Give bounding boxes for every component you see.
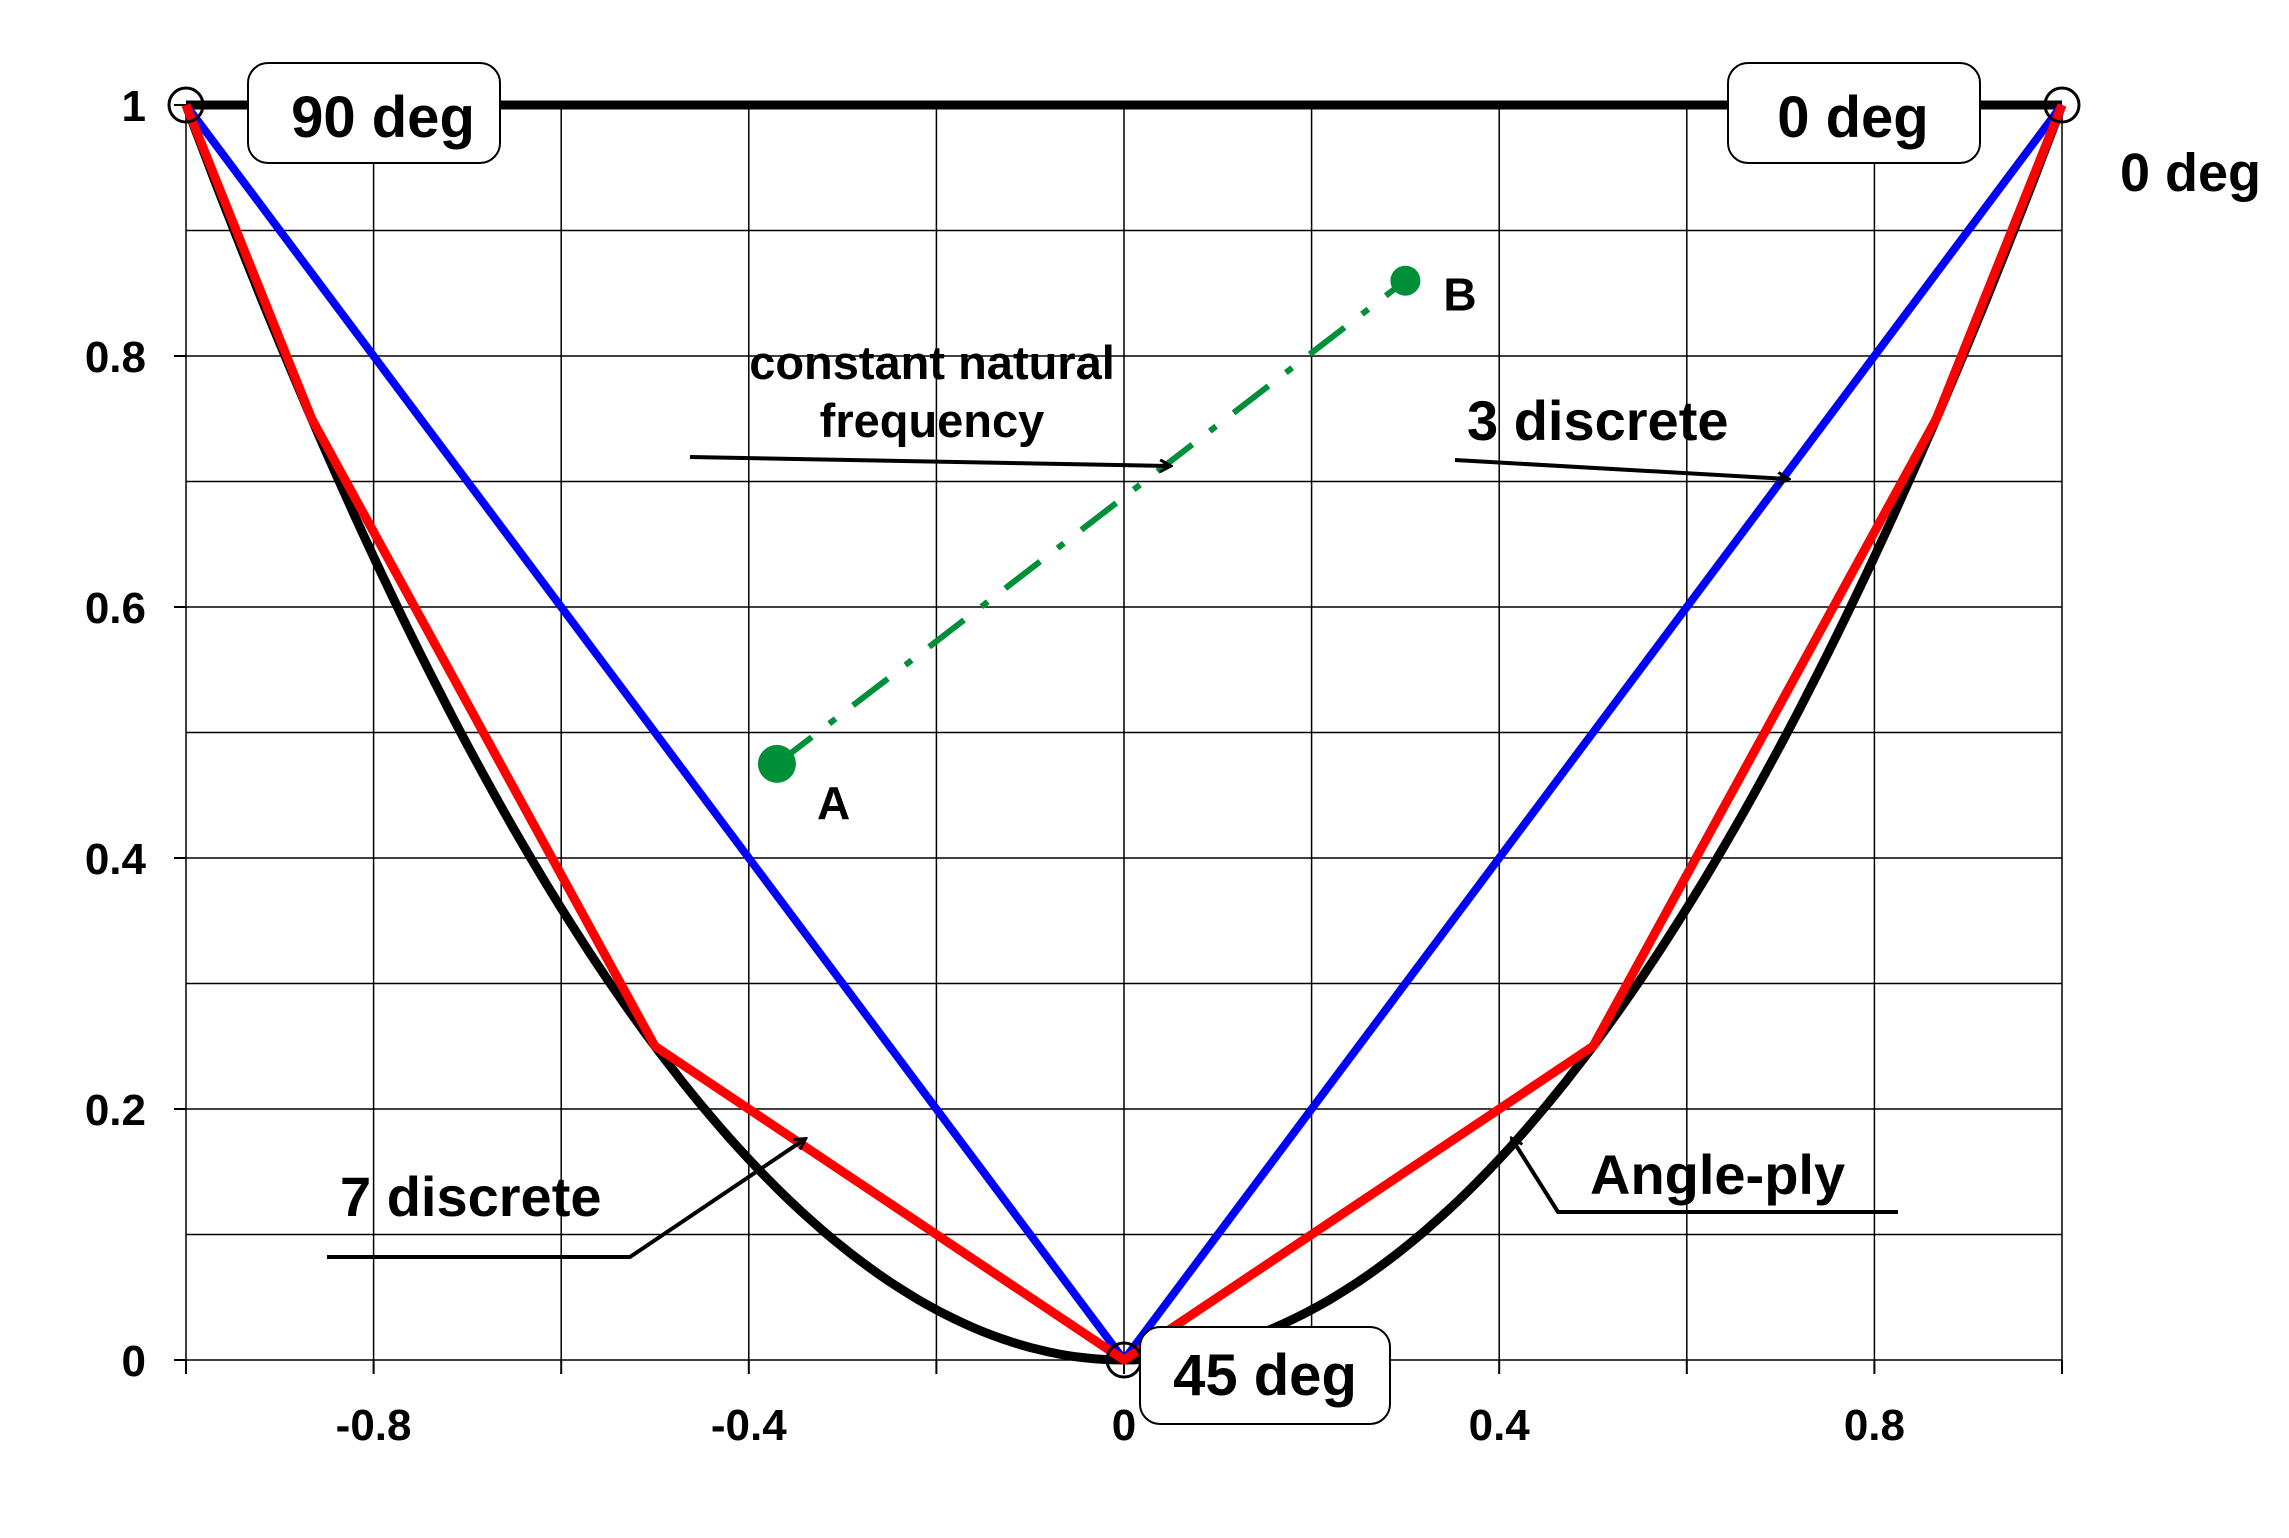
- series-7-discrete: [181, 103, 2067, 1365]
- series-constant-natural-frequency: [775, 278, 1408, 767]
- y-tick-label: 0: [122, 1337, 146, 1386]
- y-tick-label: 0.4: [85, 835, 147, 884]
- cnf-arrow: [689, 455, 1170, 466]
- x-tick-label: -0.8: [336, 1401, 412, 1450]
- x-tick-label: 0: [1112, 1401, 1136, 1450]
- open-circle-marker: [2043, 86, 2081, 124]
- y-axis-labels: 0 0.2 0.4 0.6 0.8 1: [85, 82, 147, 1386]
- point-b: [1390, 265, 1421, 296]
- label-boxes: 90 deg 0 deg 45 deg: [247, 62, 1981, 1425]
- cnf-label-line1: constant natural: [749, 336, 1115, 389]
- point-a: [757, 744, 796, 783]
- point-label-a: A: [817, 777, 850, 829]
- cnf-label-line2: frequency: [820, 394, 1045, 447]
- three-discrete-label: 3 discrete: [1467, 389, 1729, 452]
- seven-discrete-label: 7 discrete: [340, 1165, 602, 1228]
- deg0-box: [1727, 62, 1981, 164]
- seven-discrete-arrow: [327, 1139, 805, 1259]
- three-discrete-arrow: [1454, 458, 1788, 479]
- deg0-right-label: 0 deg: [2120, 143, 2261, 203]
- x-axis-labels: -0.8 -0.4 0 0.4 0.8: [336, 1401, 1905, 1450]
- deg45-box: [1139, 1326, 1391, 1425]
- x-tick-label: 0.8: [1844, 1401, 1905, 1450]
- angle-ply-label: Angle-ply: [1590, 1143, 1845, 1206]
- open-circle-marker: [167, 86, 205, 124]
- point-label-b: B: [1443, 269, 1476, 321]
- point-markers: AB: [757, 265, 1477, 829]
- deg90-label: 90 deg: [291, 85, 475, 150]
- x-tick-label: -0.4: [711, 1401, 787, 1450]
- y-tick-label: 0.8: [85, 333, 146, 382]
- callout-arrows: [327, 455, 1898, 1259]
- deg0-box-label: 0 deg: [1777, 85, 1929, 150]
- y-tick-label: 0.2: [85, 1086, 146, 1135]
- deg90-box: [247, 62, 501, 164]
- y-tick-label: 1: [122, 82, 146, 131]
- deg45-label: 45 deg: [1173, 1343, 1357, 1408]
- angle-ply-arrow: [1512, 1139, 1898, 1214]
- y-tick-label: 0.6: [85, 584, 146, 633]
- x-tick-label: 0.4: [1469, 1401, 1531, 1450]
